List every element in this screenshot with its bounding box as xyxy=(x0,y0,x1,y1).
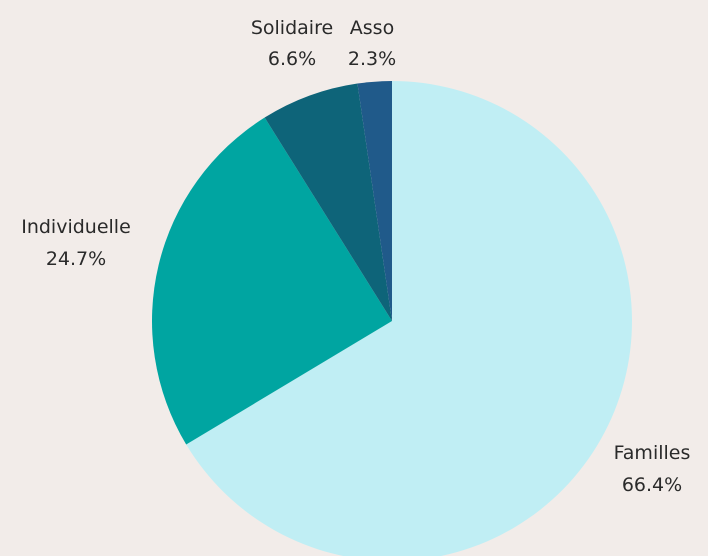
slice-value-familles: 66.4% xyxy=(622,474,682,496)
slice-value-individuelle: 24.7% xyxy=(46,248,106,270)
pie-slices xyxy=(151,81,632,556)
slice-name-familles: Familles xyxy=(614,442,691,464)
slice-value-asso: 2.3% xyxy=(348,48,396,70)
slice-name-asso: Asso xyxy=(350,17,394,39)
pie-labels: Familles 66.4% Individuelle 24.7% Solidaire 6… xyxy=(21,17,690,496)
slice-name-solidaire: Solidaire xyxy=(251,17,333,39)
pie-slice-familles xyxy=(186,81,632,556)
slice-value-solidaire: 6.6% xyxy=(268,48,316,70)
pie-slice-solidaire xyxy=(264,83,392,321)
slice-name-individuelle: Individuelle xyxy=(21,216,131,238)
pie-slice-asso xyxy=(357,81,392,321)
pie-slice-individuelle xyxy=(151,117,392,445)
